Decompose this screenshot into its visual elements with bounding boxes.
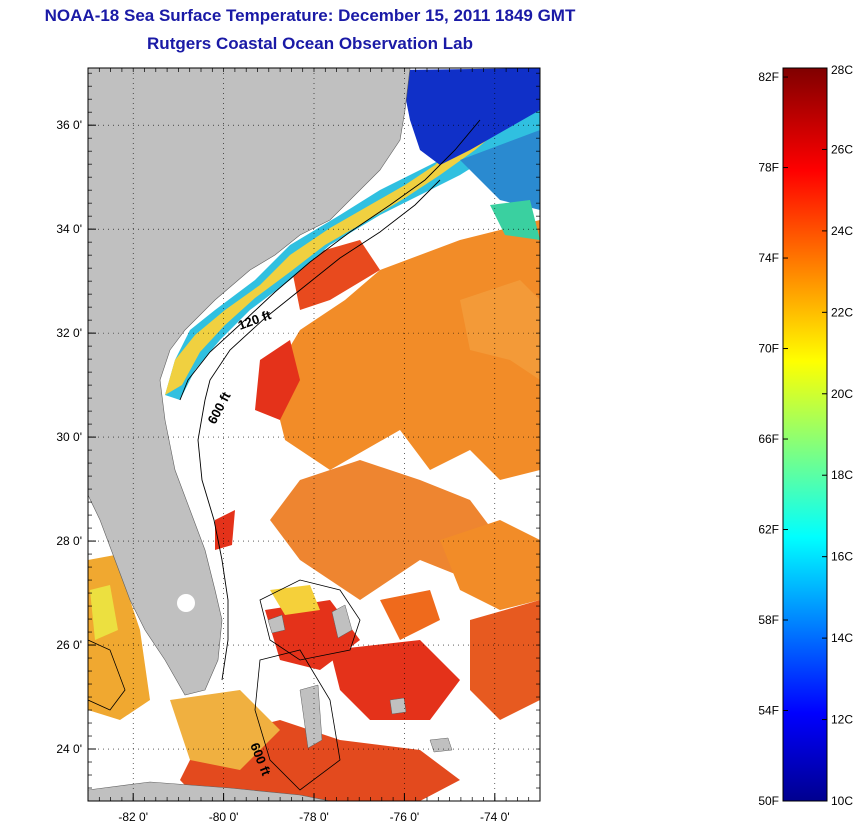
colorbar-c-label: 12C bbox=[831, 713, 853, 727]
lat-tick-label: 28 0' bbox=[56, 534, 82, 548]
colorbar-f-label: 78F bbox=[758, 161, 779, 175]
colorbar-f-label: 54F bbox=[758, 704, 779, 718]
colorbar-c-label: 20C bbox=[831, 387, 853, 401]
lon-tick-label: -82 0' bbox=[118, 810, 148, 824]
colorbar-gradient bbox=[782, 67, 828, 802]
colorbar-f-label: 50F bbox=[758, 794, 779, 808]
land-mainland bbox=[88, 68, 411, 696]
sst-shelf-green bbox=[490, 200, 540, 240]
colorbar-f-label: 82F bbox=[758, 70, 779, 84]
lat-tick-label: 34 0' bbox=[56, 222, 82, 236]
title-line-1: NOAA-18 Sea Surface Temperature: Decembe… bbox=[44, 6, 576, 25]
contour-florida bbox=[197, 399, 229, 681]
colorbar-fahrenheit-labels: 82F 78F 74F 70F 66F 62F 58F 54F 50F bbox=[758, 70, 788, 808]
lon-tick-label: -74 0' bbox=[480, 810, 510, 824]
map-content bbox=[88, 68, 540, 801]
lat-tick-label: 36 0' bbox=[56, 118, 82, 132]
lon-tick-label: -80 0' bbox=[209, 810, 239, 824]
colorbar-c-label: 16C bbox=[831, 550, 853, 564]
colorbar-c-label: 14C bbox=[831, 631, 853, 645]
contour-bahamas-south bbox=[254, 649, 341, 791]
colorbar-f-label: 66F bbox=[758, 432, 779, 446]
colorbar-f-label: 62F bbox=[758, 523, 779, 537]
colorbar-f-label: 70F bbox=[758, 342, 779, 356]
lat-tick-label: 26 0' bbox=[56, 638, 82, 652]
map-ticks bbox=[87, 68, 541, 802]
sst-shelf-blue bbox=[460, 130, 540, 210]
title-line-2: Rutgers Coastal Ocean Observation Lab bbox=[147, 34, 473, 53]
land-bahamas bbox=[267, 604, 453, 753]
sst-yellow-patch bbox=[90, 585, 118, 640]
colorbar-f-label: 58F bbox=[758, 613, 779, 627]
lat-tick-label: 32 0' bbox=[56, 326, 82, 340]
lon-tick-label: -78 0' bbox=[299, 810, 329, 824]
colorbar-f-label: 74F bbox=[758, 251, 779, 265]
colorbar-c-label: 22C bbox=[831, 305, 853, 319]
colorbar-c-label: 24C bbox=[831, 224, 853, 238]
colorbar-c-label: 18C bbox=[831, 468, 853, 482]
latitude-labels: 24 0' 26 0' 28 0' 30 0' 32 0' 34 0' 36 0' bbox=[56, 118, 82, 756]
sst-orange-patches bbox=[270, 220, 540, 720]
lat-tick-label: 24 0' bbox=[56, 742, 82, 756]
colorbar-celsius-labels: 28C 26C 24C 22C 20C 18C 16C 14C 12C 10C bbox=[822, 63, 853, 808]
colorbar-c-label: 10C bbox=[831, 794, 853, 808]
contour-bahamas-north bbox=[259, 579, 361, 661]
sst-cold-blue bbox=[400, 68, 540, 165]
colorbar-c-label: 26C bbox=[831, 142, 853, 156]
contour-gulf bbox=[88, 639, 126, 711]
lake bbox=[177, 594, 195, 612]
map-grid bbox=[88, 68, 540, 801]
land-cuba bbox=[88, 781, 331, 801]
colorbar-c-label: 28C bbox=[831, 63, 853, 77]
longitude-labels: -82 0' -80 0' -78 0' -76 0' -74 0' bbox=[118, 810, 509, 824]
contour-600ft bbox=[204, 179, 441, 401]
lat-tick-label: 30 0' bbox=[56, 430, 82, 444]
lon-tick-label: -76 0' bbox=[390, 810, 420, 824]
contour-120ft bbox=[179, 119, 481, 401]
